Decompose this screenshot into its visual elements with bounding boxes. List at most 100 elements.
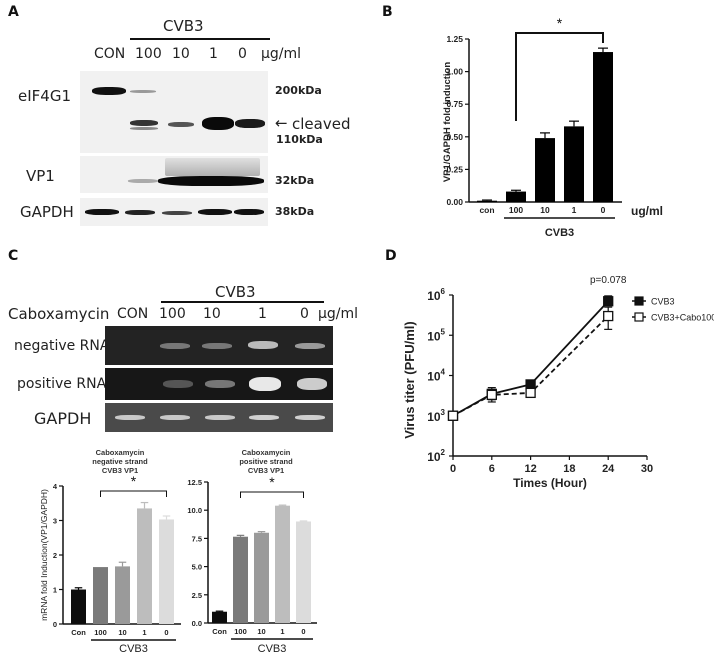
x-tick-label: 12 [524, 463, 536, 475]
lane-label: CON [94, 46, 126, 62]
y-tick-label: 0.75 [446, 99, 463, 109]
x-tick-label: 1 [280, 627, 284, 636]
x-tick-label: 10 [257, 627, 265, 636]
panel-c-treatment-bar [161, 301, 324, 303]
bar [93, 567, 108, 624]
significance-star: * [131, 473, 137, 489]
cleaved-label: cleaved [292, 115, 351, 133]
gel-negative-rna [105, 326, 333, 365]
legend-marker [634, 296, 644, 306]
data-marker [603, 310, 614, 322]
chart-d: 102 103 104 105 106 0 6 12 18 24 30 Times (Hour) Vir… [402, 275, 714, 490]
group-label: CVB3 [545, 227, 574, 239]
group-label: CVB3 [119, 643, 148, 655]
bar [233, 536, 248, 623]
row-label-negative-rna: negative RNA [14, 338, 110, 354]
drug-label: Caboxamycin [8, 305, 110, 323]
marker-38kda: 38kDa [275, 205, 315, 218]
panel-a-treatment-bar [130, 38, 270, 40]
data-marker [525, 387, 536, 399]
x-tick-label: 0 [601, 205, 606, 215]
unit-label: µg/ml [318, 306, 359, 322]
lane-label: CON [117, 306, 149, 322]
marker-110kda: 110kDa [276, 133, 323, 146]
y-tick-label: 12.5 [187, 478, 202, 487]
y-axis-label: Virus titer (PFU/ml) [402, 321, 417, 439]
lane-label: 0 [300, 306, 309, 322]
chart-title: CVB3 VP1 [248, 466, 284, 475]
significance-star: * [557, 15, 563, 31]
lane-label: 1 [209, 46, 218, 62]
lane-label: 10 [203, 306, 221, 322]
y-tick-label: 2 [53, 551, 57, 560]
x-tick-label: 30 [641, 463, 653, 475]
bar [506, 191, 526, 202]
x-tick-label: con [479, 205, 494, 215]
bar [137, 508, 152, 624]
significance-star: * [269, 474, 275, 490]
lane-label: 10 [172, 46, 190, 62]
data-marker [603, 296, 614, 307]
panel-label-c: C [8, 248, 19, 264]
y-tick-label: 4 [53, 482, 58, 491]
lane-label: 1 [258, 306, 267, 322]
x-tick-label: 10 [118, 628, 126, 637]
chart-title: positive strand [239, 457, 293, 466]
panel-a-treatment: CVB3 [163, 17, 204, 35]
marker-200kda: 200kDa [275, 84, 322, 97]
y-tick-label: 1.25 [446, 34, 463, 44]
unit-label: µg/ml [261, 46, 302, 62]
x-tick-label: 6 [489, 463, 495, 475]
bar [564, 126, 584, 202]
row-label-positive-rna: positive RNA [17, 376, 107, 392]
legend-label: CVB3 [651, 297, 675, 307]
bar [535, 138, 555, 202]
panel-c-treatment: CVB3 [215, 283, 256, 301]
panel-label-b: B [382, 4, 393, 20]
western-blot-eif4g1 [80, 71, 268, 153]
x-tick-label: 100 [94, 628, 107, 637]
series-line-0 [452, 300, 609, 417]
chart-title: Caboxamycin [242, 448, 291, 457]
x-tick-label: 100 [509, 205, 523, 215]
gel-positive-rna [105, 368, 333, 400]
y-tick-label: 0.0 [192, 619, 202, 628]
row-label-gapdh: GAPDH [34, 409, 92, 428]
significance-bracket [240, 491, 304, 498]
row-label-gapdh: GAPDH [20, 203, 74, 221]
y-tick-label: 104 [427, 368, 445, 384]
bar [593, 52, 613, 202]
y-tick-label: 1 [53, 586, 57, 595]
significance-bracket [100, 490, 167, 497]
x-tick-label: 0 [450, 463, 456, 475]
x-tick-label: Con [71, 628, 86, 637]
series-line-1 [452, 315, 609, 417]
x-tick-label: 10 [540, 205, 550, 215]
p-value-annotation: p=0.078 [590, 275, 627, 286]
y-axis-label: VP1/GAPDH fold induction [442, 62, 453, 183]
lane-label: 100 [159, 306, 186, 322]
x-tick-label: 24 [602, 463, 615, 475]
y-tick-label: 106 [427, 287, 445, 303]
unit-label: ug/ml [631, 204, 663, 218]
row-label-vp1: VP1 [26, 167, 55, 185]
bar [275, 505, 290, 623]
chart-title: negative strand [92, 457, 148, 466]
x-tick-label: 1 [142, 628, 146, 637]
panel-label-d: D [385, 248, 397, 264]
panel-label-a: A [8, 4, 19, 20]
y-tick-label: 103 [427, 408, 445, 424]
x-tick-label: 0 [164, 628, 168, 637]
chart-title: CVB3 VP1 [102, 466, 138, 475]
western-blot-vp1 [80, 156, 268, 193]
x-tick-label: 0 [301, 627, 305, 636]
x-tick-label: 1 [572, 205, 577, 215]
marker-32kda: 32kDa [275, 174, 315, 187]
x-axis-label: Times (Hour) [513, 476, 587, 490]
bar [212, 611, 227, 623]
bar [477, 200, 497, 202]
y-tick-label: 7.5 [192, 534, 202, 543]
